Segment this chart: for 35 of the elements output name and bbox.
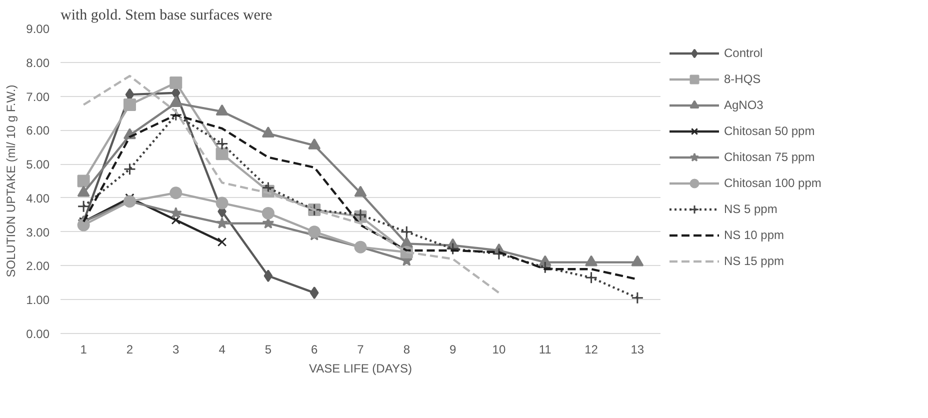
legend-label: AgNO3: [724, 98, 764, 112]
y-tick-label: 6.00: [26, 124, 50, 138]
x-tick-label: 1: [80, 342, 88, 356]
x-tick-label: 7: [357, 342, 364, 356]
y-tick-label: 9.00: [26, 22, 50, 36]
x-tick-label: 12: [584, 342, 598, 356]
legend-label: NS 10 ppm: [724, 228, 784, 242]
x-axis-title: VASE LIFE (DAYS): [309, 362, 412, 376]
y-axis-title: SOLUTION UPTAKE (ml/ 10 g F.W.): [4, 84, 18, 278]
legend-label: 8-HQS: [724, 72, 761, 86]
y-tick-label: 2.00: [26, 259, 50, 274]
y-tick-label: 1.00: [26, 293, 50, 308]
text: with gold. Stem base surfaces were: [60, 8, 272, 24]
x-tick-label: 4: [218, 342, 226, 356]
y-tick-label: 3.00: [26, 225, 50, 240]
x-tick-label: 2: [126, 342, 134, 356]
x-tick-label: 9: [449, 342, 456, 356]
legend-label: Control: [724, 46, 763, 60]
y-tick-label: 7.00: [26, 90, 50, 104]
x-tick-label: 3: [172, 342, 180, 356]
legend-label: Chitosan 75 ppm: [724, 150, 815, 164]
legend-label: NS 5 ppm: [724, 202, 778, 216]
x-tick-label: 8: [403, 342, 410, 356]
y-tick-label: 0.00: [26, 327, 50, 341]
legend-label: Chitosan 100 ppm: [724, 176, 822, 190]
x-tick-label: 10: [492, 342, 506, 356]
x-tick-label: 5: [264, 342, 272, 356]
x-tick-label: 13: [630, 342, 644, 356]
legend-label: Chitosan 50 ppm: [724, 124, 815, 138]
x-tick-label: 11: [538, 342, 552, 356]
y-tick-label: 8.00: [26, 56, 50, 70]
x-tick-label: 6: [311, 342, 318, 356]
legend-label: NS 15 ppm: [724, 254, 784, 268]
y-tick-label: 4.00: [26, 191, 50, 206]
y-tick-label: 5.00: [26, 158, 50, 172]
